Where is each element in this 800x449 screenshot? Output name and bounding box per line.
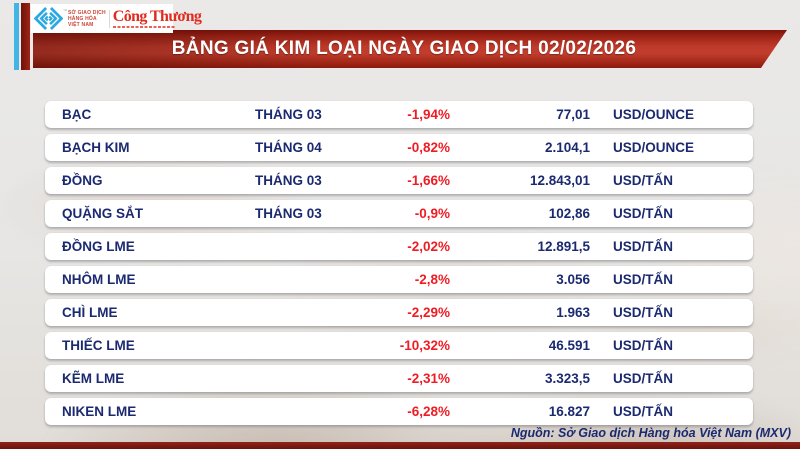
price-unit: USD/TẤN [613, 338, 673, 353]
commodity-name: BẠC [62, 107, 92, 122]
congthuong-tagline-strip [112, 25, 175, 29]
price-unit: USD/OUNCE [613, 107, 695, 122]
commodity-name: QUẶNG SẮT [62, 206, 143, 221]
price-unit: USD/TẤN [613, 173, 673, 188]
contract-month: THÁNG 03 [255, 173, 322, 188]
table-row: CHÌ LME -2,29% 1.963 USD/TẤN [45, 299, 753, 326]
commodity-name: ĐỒNG LME [62, 239, 135, 254]
table-row: ĐỒNG LME -2,02% 12.891,5 USD/TẤN [45, 233, 753, 260]
mxv-logo-line1: SỞ GIAO DỊCH [68, 9, 106, 16]
commodity-name: CHÌ LME [62, 305, 118, 320]
commodity-name: NHÔM LME [62, 272, 136, 287]
price-value: 12.891,5 [537, 239, 590, 254]
mxv-diamond-logo-icon [34, 7, 63, 30]
source-note: Nguồn: Sở Giao dịch Hàng hóa Việt Nam (M… [510, 426, 791, 440]
price-value: 3.323,5 [544, 371, 590, 386]
price-unit: USD/TẤN [613, 239, 673, 254]
price-unit: USD/OUNCE [613, 140, 695, 155]
table-row: BẠCH KIM THÁNG 04 -0,82% 2.104,1 USD/OUNCE [45, 134, 753, 161]
contract-month: THÁNG 04 [255, 140, 322, 155]
price-table: BẠC THÁNG 03 -1,94% 77,01 USD/OUNCE BẠCH KIM T… [45, 101, 753, 425]
price-value: 3.056 [556, 272, 590, 287]
price-unit: USD/TẤN [613, 404, 673, 419]
commodity-name: ĐỒNG [62, 173, 103, 188]
table-row: QUẶNG SẮT THÁNG 03 -0,9% 102,86 USD/TẤN [45, 200, 753, 227]
logo-divider [108, 9, 110, 28]
logo-bar: ™ SỞ GIAO DỊCH HÀNG HÓA VIỆT NAM Công Th… [31, 4, 202, 33]
price-value: 2.104,1 [544, 140, 590, 155]
price-value: 16.827 [548, 404, 590, 419]
price-value: 102,86 [548, 206, 590, 221]
table-row: KẼM LME -2,31% 3.323,5 USD/TẤN [45, 365, 753, 392]
left-accent-maroon-bar [21, 3, 30, 70]
price-value: 46.591 [548, 338, 590, 353]
bottom-red-strip [0, 442, 800, 449]
change-percent: -0,9% [414, 206, 450, 221]
left-accent-cyan-bar [14, 3, 19, 70]
congthuong-logo-text: Công Thương [112, 7, 202, 25]
commodity-name: THIẾC LME [62, 338, 135, 353]
title-banner: BẢNG GIÁ KIM LOẠI NGÀY GIAO DỊCH 02/02/2… [33, 30, 787, 68]
price-value: 77,01 [556, 107, 590, 122]
change-percent: -2,02% [407, 239, 450, 254]
table-row: NHÔM LME -2,8% 3.056 USD/TẤN [45, 266, 753, 293]
change-percent: -1,66% [407, 173, 450, 188]
change-percent: -0,82% [407, 140, 450, 155]
change-percent: -1,94% [407, 107, 450, 122]
table-row: BẠC THÁNG 03 -1,94% 77,01 USD/OUNCE [45, 101, 753, 128]
trademark-symbol: ™ [63, 8, 67, 13]
contract-month: THÁNG 03 [255, 206, 322, 221]
change-percent: -2,8% [414, 272, 450, 287]
mxv-logo-line3: VIỆT NAM [68, 21, 94, 28]
price-unit: USD/TẤN [613, 371, 673, 386]
change-percent: -6,28% [407, 404, 450, 419]
mxv-logo-line2: HÀNG HÓA [68, 15, 97, 22]
price-unit: USD/TẤN [613, 272, 673, 287]
commodity-name: KẼM LME [62, 371, 125, 386]
page-title: BẢNG GIÁ KIM LOẠI NGÀY GIAO DỊCH 02/02/2… [171, 38, 637, 59]
change-percent: -2,31% [407, 371, 450, 386]
change-percent: -10,32% [399, 338, 450, 353]
table-row: ĐỒNG THÁNG 03 -1,66% 12.843,01 USD/TẤN [45, 167, 753, 194]
contract-month: THÁNG 03 [255, 107, 322, 122]
price-value: 12.843,01 [529, 173, 590, 188]
commodity-name: BẠCH KIM [62, 140, 130, 155]
table-row: THIẾC LME -10,32% 46.591 USD/TẤN [45, 332, 753, 359]
price-unit: USD/TẤN [613, 206, 673, 221]
change-percent: -2,29% [407, 305, 450, 320]
price-value: 1.963 [556, 305, 590, 320]
table-row: NIKEN LME -6,28% 16.827 USD/TẤN [45, 398, 753, 425]
commodity-name: NIKEN LME [62, 404, 137, 419]
congthuong-logo: Công Thương [112, 7, 202, 29]
mxv-logo-text: SỞ GIAO DỊCH HÀNG HÓA VIỆT NAM [68, 10, 106, 28]
price-unit: USD/TẤN [613, 305, 673, 320]
